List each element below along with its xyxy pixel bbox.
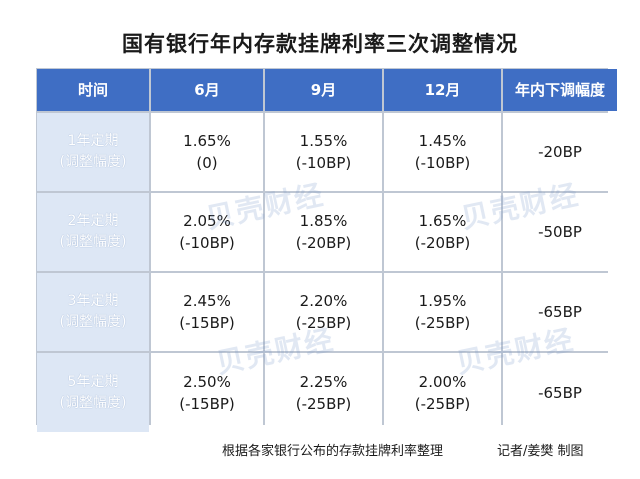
rate-adjustment: (0) <box>196 154 218 172</box>
rate-adjustment: (-25BP) <box>414 314 471 332</box>
row-label-5y: 5年定期 (调整幅度) <box>37 353 149 432</box>
rate-value: 1.45% <box>418 132 467 150</box>
cell-1y-sep: 1.55% (-10BP) <box>265 113 382 191</box>
cell-2y-total: -50BP <box>503 193 617 271</box>
cell-2y-jun: 2.05% (-10BP) <box>151 193 263 271</box>
term-sublabel: (调整幅度) <box>59 314 127 330</box>
header-december: 12月 <box>384 69 501 111</box>
total-cut: -50BP <box>538 223 582 241</box>
rate-adjustment: (-10BP) <box>414 154 471 172</box>
rate-value: 1.55% <box>299 132 348 150</box>
cell-1y-jun: 1.65% (0) <box>151 113 263 191</box>
rate-value: 1.65% <box>418 212 467 230</box>
rate-value: 2.05% <box>183 212 231 230</box>
term-label: 2年定期 <box>67 213 119 229</box>
cell-3y-dec: 1.95% (-25BP) <box>384 273 501 351</box>
total-cut: -20BP <box>538 143 582 161</box>
header-time: 时间 <box>37 69 149 111</box>
source-note: 根据各家银行公布的存款挂牌利率整理 <box>222 444 444 459</box>
cell-1y-dec: 1.45% (-10BP) <box>384 113 501 191</box>
header-september: 9月 <box>265 69 382 111</box>
term-label: 1年定期 <box>67 133 119 149</box>
cell-2y-sep: 1.85% (-20BP) <box>265 193 382 271</box>
rate-adjustment: (-20BP) <box>295 234 352 252</box>
cell-5y-dec: 2.00% (-25BP) <box>384 353 501 432</box>
rate-adjustment: (-20BP) <box>414 234 471 252</box>
total-cut: -65BP <box>538 303 582 321</box>
header-annual-cut: 年内下调幅度 <box>503 69 617 111</box>
term-label: 3年定期 <box>67 293 119 309</box>
cell-3y-total: -65BP <box>503 273 617 351</box>
cell-2y-dec: 1.65% (-20BP) <box>384 193 501 271</box>
rate-adjustment: (-25BP) <box>414 394 471 413</box>
cell-5y-total: -65BP <box>503 353 617 432</box>
rate-value: 2.45% <box>183 292 231 310</box>
row-label-1y: 1年定期 (调整幅度) <box>37 113 149 191</box>
cell-1y-total: -20BP <box>503 113 617 191</box>
rate-adjustment: (-25BP) <box>295 394 352 413</box>
rate-adjustment: (-15BP) <box>179 314 235 332</box>
credit-note: 记者/姜樊 制图 <box>497 444 584 459</box>
total-cut: -65BP <box>538 383 582 402</box>
cell-5y-sep: 2.25% (-25BP) <box>265 353 382 432</box>
rate-value: 2.20% <box>299 292 348 310</box>
rate-value: 2.50% <box>183 372 231 391</box>
rate-value: 1.95% <box>418 292 467 310</box>
term-sublabel: (调整幅度) <box>59 154 127 170</box>
row-label-3y: 3年定期 (调整幅度) <box>37 273 149 351</box>
page-title: 国有银行年内存款挂牌利率三次调整情况 <box>122 32 518 56</box>
header-june: 6月 <box>151 69 263 111</box>
cell-5y-jun: 2.50% (-15BP) <box>151 353 263 432</box>
cell-3y-jun: 2.45% (-15BP) <box>151 273 263 351</box>
term-sublabel: (调整幅度) <box>59 394 127 411</box>
row-label-2y: 2年定期 (调整幅度) <box>37 193 149 271</box>
rate-value: 2.00% <box>418 372 467 391</box>
term-label: 5年定期 <box>67 373 119 390</box>
rate-adjustment: (-10BP) <box>179 234 235 252</box>
rate-table: 时间 6月 9月 12月 年内下调幅度 1年定期 (调整幅度) 1.65% (0… <box>36 68 617 432</box>
rate-value: 1.65% <box>183 132 231 150</box>
cell-3y-sep: 2.20% (-25BP) <box>265 273 382 351</box>
rate-value: 2.25% <box>299 372 348 391</box>
term-sublabel: (调整幅度) <box>59 234 127 250</box>
rate-adjustment: (-25BP) <box>295 314 352 332</box>
rate-adjustment: (-10BP) <box>295 154 352 172</box>
rate-adjustment: (-15BP) <box>179 394 235 413</box>
rate-value: 1.85% <box>299 212 348 230</box>
